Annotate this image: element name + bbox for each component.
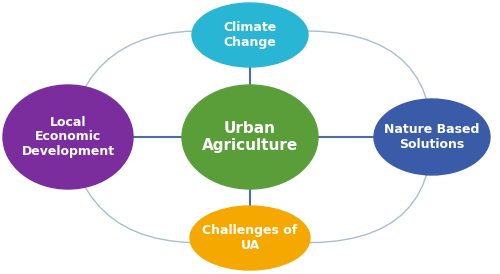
Text: Nature Based
Solutions: Nature Based Solutions (384, 123, 480, 151)
Ellipse shape (374, 99, 490, 175)
Ellipse shape (192, 3, 308, 67)
Text: Local
Economic
Development: Local Economic Development (22, 116, 114, 158)
Ellipse shape (3, 85, 133, 189)
Text: Climate
Change: Climate Change (224, 21, 276, 49)
Text: Urban
Agriculture: Urban Agriculture (202, 121, 298, 153)
Ellipse shape (182, 85, 318, 189)
Text: Challenges of
UA: Challenges of UA (202, 224, 298, 252)
Ellipse shape (190, 206, 310, 270)
